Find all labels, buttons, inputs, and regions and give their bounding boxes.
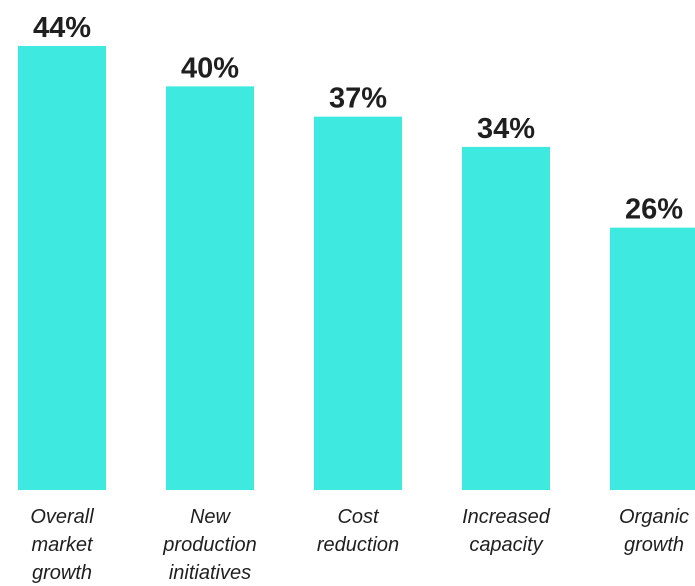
bar-value-label-0: 44% bbox=[33, 12, 91, 44]
category-label-3-line-1: capacity bbox=[469, 534, 543, 556]
category-label-1: New production initiatives bbox=[162, 506, 256, 584]
category-label-3-line-0: Increased bbox=[462, 506, 551, 528]
category-label-2-line-0: Cost bbox=[337, 506, 380, 528]
bar-2 bbox=[314, 116, 402, 491]
bar-3 bbox=[462, 146, 550, 490]
category-label-4-line-1: growth bbox=[624, 534, 684, 556]
category-label-0-line-1: market bbox=[31, 534, 94, 556]
category-label-0-line-2: growth bbox=[32, 562, 92, 584]
bar-1 bbox=[166, 86, 254, 490]
category-label-1-line-2: initiatives bbox=[169, 562, 251, 584]
category-label-2-line-1: reduction bbox=[317, 534, 399, 556]
category-label-0-line-0: Overall bbox=[30, 506, 94, 528]
bar-4 bbox=[610, 227, 695, 491]
category-labels-group: Overall market growth New production initiati… bbox=[30, 506, 689, 584]
bar-value-label-1: 40% bbox=[181, 52, 239, 84]
category-label-2: Cost reduction bbox=[317, 506, 399, 556]
bar-value-label-4: 26% bbox=[625, 194, 683, 226]
category-label-3: Increased capacity bbox=[462, 506, 551, 556]
category-label-1-line-0: New bbox=[190, 506, 232, 528]
category-label-1-line-1: production bbox=[162, 534, 256, 556]
value-labels-group: 44% 40% 37% 34% 26% bbox=[33, 12, 683, 226]
category-label-4-line-0: Organic bbox=[619, 506, 689, 528]
category-label-0: Overall market growth bbox=[30, 506, 94, 584]
bars-group bbox=[18, 46, 695, 491]
bar-value-label-3: 34% bbox=[477, 113, 535, 145]
bar-0 bbox=[18, 46, 106, 490]
bar-value-label-2: 37% bbox=[329, 83, 387, 115]
category-label-4: Organic growth bbox=[619, 506, 689, 556]
